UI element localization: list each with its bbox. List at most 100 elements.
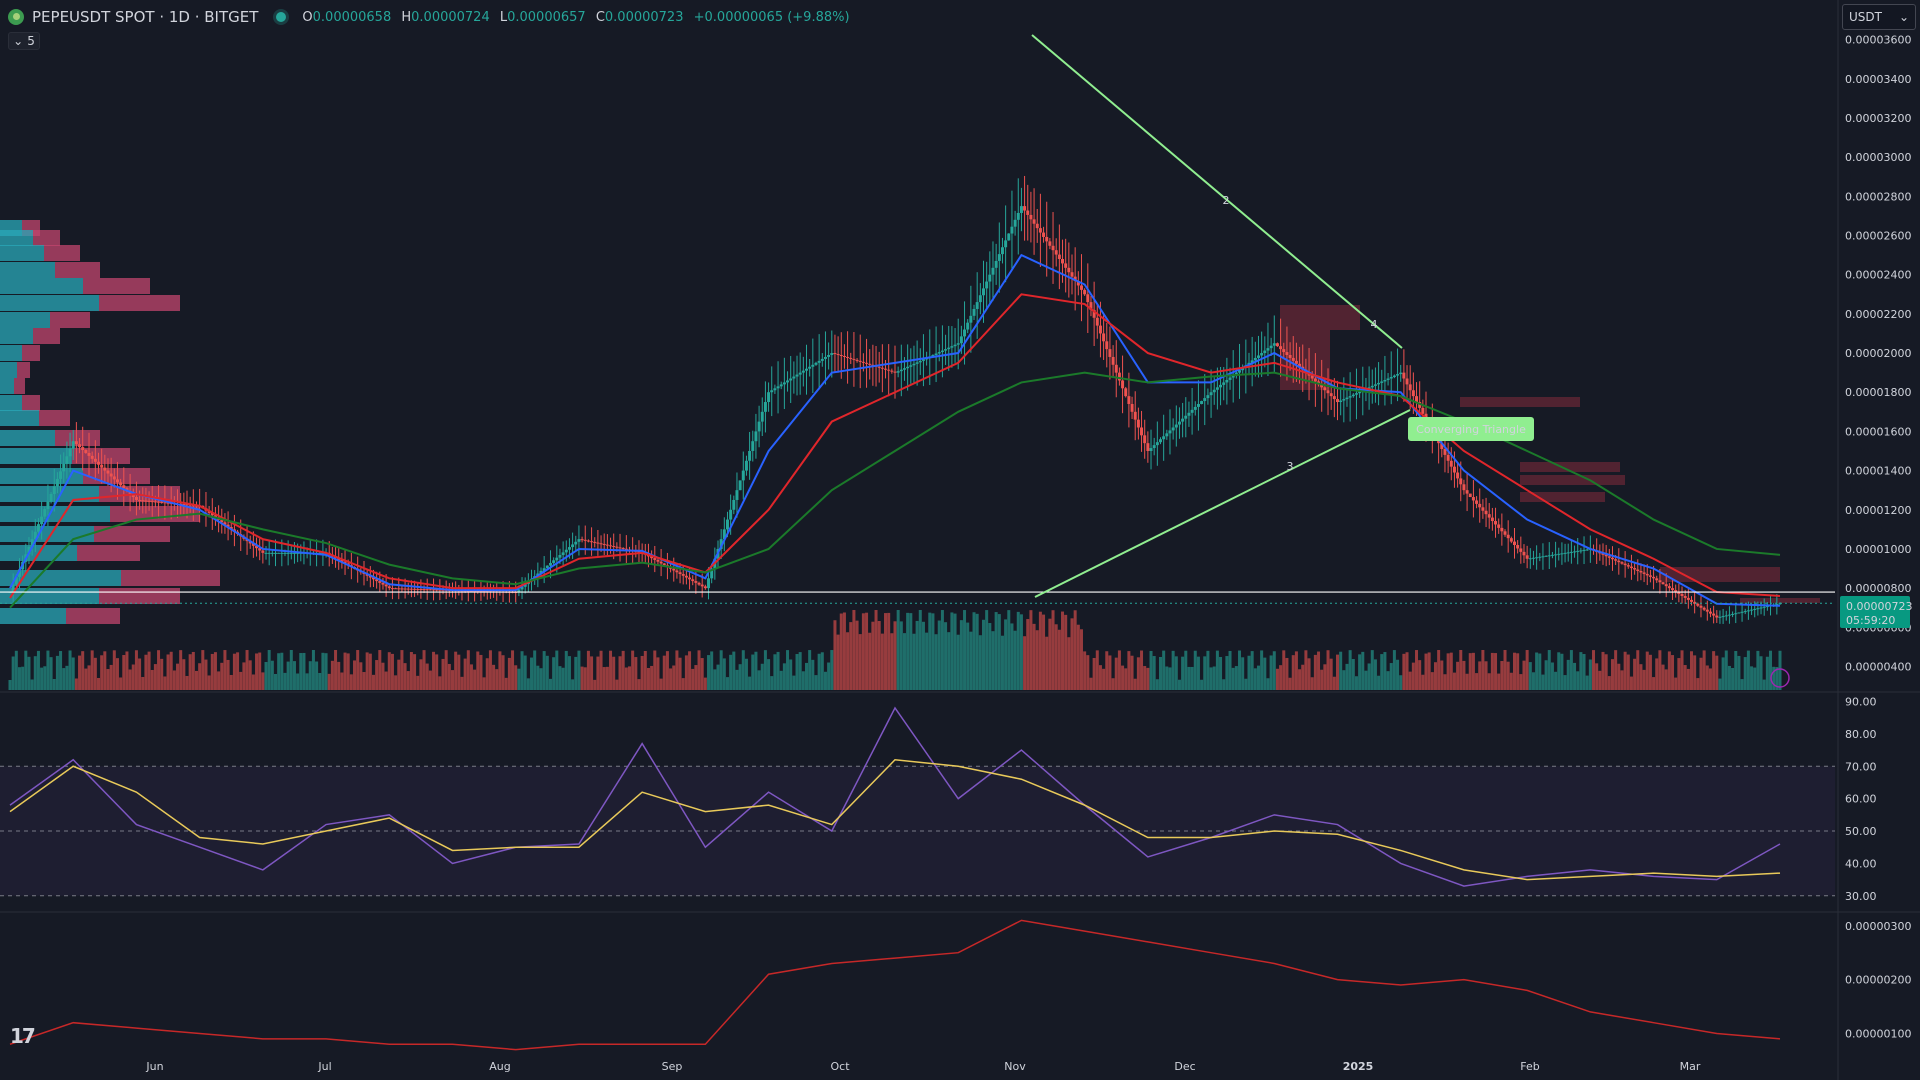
volume-bar [1683, 665, 1687, 690]
volume-bar [378, 650, 382, 690]
triangle-upper-trendline [1031, 34, 1403, 349]
candle-body [1310, 375, 1314, 379]
volume-bar [795, 654, 799, 690]
candle-body [141, 500, 145, 502]
volume-bar [457, 654, 461, 690]
volume-bar [1658, 650, 1662, 690]
volume-bar [823, 671, 827, 690]
volume-bar [141, 676, 145, 690]
candle-body [1225, 379, 1229, 383]
volume-bar [1159, 656, 1162, 690]
volume-bar [368, 653, 372, 690]
volume-bar [1614, 650, 1618, 690]
price-axis-tick: 0.00003200 [1845, 112, 1911, 125]
volume-bar [593, 679, 597, 690]
volume-bar [1310, 677, 1314, 690]
volume-bar [346, 653, 350, 690]
volume-profile-up-bar [0, 486, 99, 502]
volume-bar [511, 650, 515, 690]
volume-bar [1373, 659, 1377, 690]
price-axis-tick: 0.00003000 [1845, 151, 1911, 164]
volume-profile-down-bar [33, 328, 60, 344]
volume-bar [906, 612, 910, 690]
volume-bar [520, 651, 524, 690]
candle-body [767, 392, 771, 403]
volume-bar [1238, 650, 1242, 690]
candle-body [684, 575, 688, 578]
candle-body [1370, 385, 1374, 388]
collapse-indicators-button[interactable]: ⌄ 5 [8, 32, 40, 50]
candle-body [890, 370, 894, 372]
volume-bar [1032, 623, 1036, 690]
volume-profile-up-bar [0, 245, 44, 261]
candle-body [590, 541, 594, 543]
currency-select[interactable]: USDT ⌄ [1842, 4, 1916, 30]
volume-bar [504, 677, 508, 690]
volume-bar [78, 655, 82, 690]
candle-body [1383, 379, 1387, 382]
candle-body [368, 575, 372, 578]
volume-bar [245, 650, 249, 690]
volume-bar [1023, 636, 1027, 690]
candle-body [982, 288, 985, 296]
volume-bar [1342, 670, 1346, 690]
candle-body [1313, 378, 1317, 382]
candle-body [255, 545, 259, 549]
market-status-icon[interactable] [276, 12, 287, 22]
volume-bar [1370, 650, 1374, 690]
volume-bar [719, 650, 723, 690]
candle-body [1746, 610, 1750, 612]
tradingview-logo-icon[interactable]: 17 [10, 1024, 36, 1048]
volume-bar [340, 672, 344, 690]
candle-body [185, 504, 189, 506]
candle-body [944, 349, 948, 351]
candle-body [1550, 554, 1554, 556]
candle-body [1573, 551, 1577, 553]
volume-bar [684, 655, 688, 690]
candle-body [1124, 388, 1128, 397]
volume-bar [681, 678, 685, 690]
candle-body [1010, 226, 1014, 234]
volume-bar [1000, 635, 1004, 690]
candle-body [985, 281, 989, 289]
indicator-count: 5 [27, 34, 35, 48]
volume-bar [90, 650, 94, 690]
volume-bar [1519, 674, 1523, 690]
volume-bar [1421, 674, 1425, 690]
volume-bar [1282, 650, 1286, 690]
time-axis-tick: Nov [1004, 1060, 1026, 1073]
candle-body [542, 568, 546, 571]
candle-body [422, 589, 426, 591]
volume-profile-down-bar [83, 278, 150, 294]
volume-profile-down-bar [22, 395, 40, 411]
candle-body [1500, 527, 1504, 532]
volume-bar [1275, 668, 1279, 690]
volume-bar [865, 612, 869, 690]
candle-body [795, 374, 799, 377]
close-value: 0.00000723 [604, 9, 684, 25]
volume-bar [447, 663, 451, 690]
volume-bar [789, 659, 793, 690]
candle-body [1272, 343, 1276, 346]
candle-body [1162, 436, 1166, 440]
volume-bar [1655, 658, 1659, 690]
volume-bar [1117, 650, 1121, 690]
volume-bar [188, 654, 192, 690]
candle-body [182, 504, 186, 506]
currency-label: USDT [1849, 10, 1882, 24]
volume-bar [1566, 659, 1570, 690]
ohlc-readout: O0.00000658 H0.00000724 L0.00000657 C0.0… [302, 10, 855, 25]
volume-bar [106, 669, 110, 690]
volume-bar [172, 670, 176, 690]
candle-body [1121, 380, 1125, 389]
volume-bar [353, 660, 357, 690]
symbol-title[interactable]: PEPEUSDT SPOT · 1D · BITGET [32, 8, 259, 26]
candle-body [1756, 608, 1760, 610]
volume-bar [321, 652, 325, 690]
volume-bar [1661, 664, 1665, 690]
volume-bar [469, 664, 473, 690]
volume-bar [1617, 663, 1621, 690]
candle-body [261, 550, 265, 553]
candle-body [754, 431, 758, 442]
